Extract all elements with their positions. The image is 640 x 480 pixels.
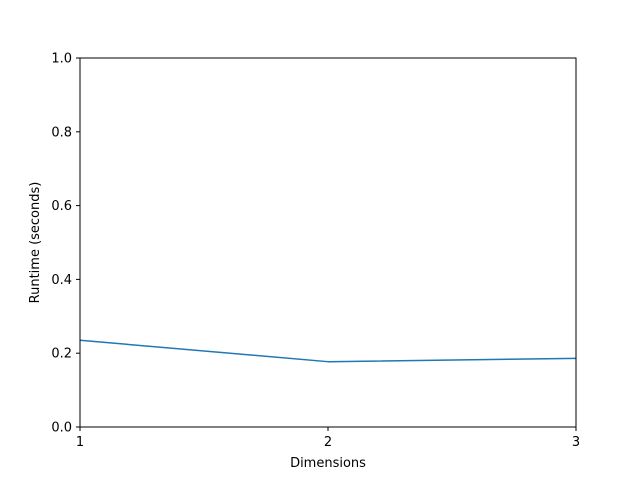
y-tick-label: 1.0 [51,52,72,67]
y-tick-label: 0.2 [51,347,72,362]
x-tick-label: 3 [572,435,580,450]
x-tick-label: 1 [76,435,84,450]
y-tick-label: 0.4 [51,273,72,288]
y-tick-label: 0.0 [51,421,72,436]
series-line-0 [79,339,577,363]
y-tick-label: 0.6 [51,199,72,214]
x-axis-label: Dimensions [290,456,366,471]
y-axis-ticks: 0.0 0.2 0.4 0.6 0.8 1.0 [51,52,80,436]
x-tick-label: 2 [324,435,332,450]
series-layer [79,339,577,363]
y-tick-label: 0.8 [51,125,72,140]
x-axis-ticks: 1 2 3 [76,427,580,450]
y-axis-label: Runtime (seconds) [28,182,43,304]
